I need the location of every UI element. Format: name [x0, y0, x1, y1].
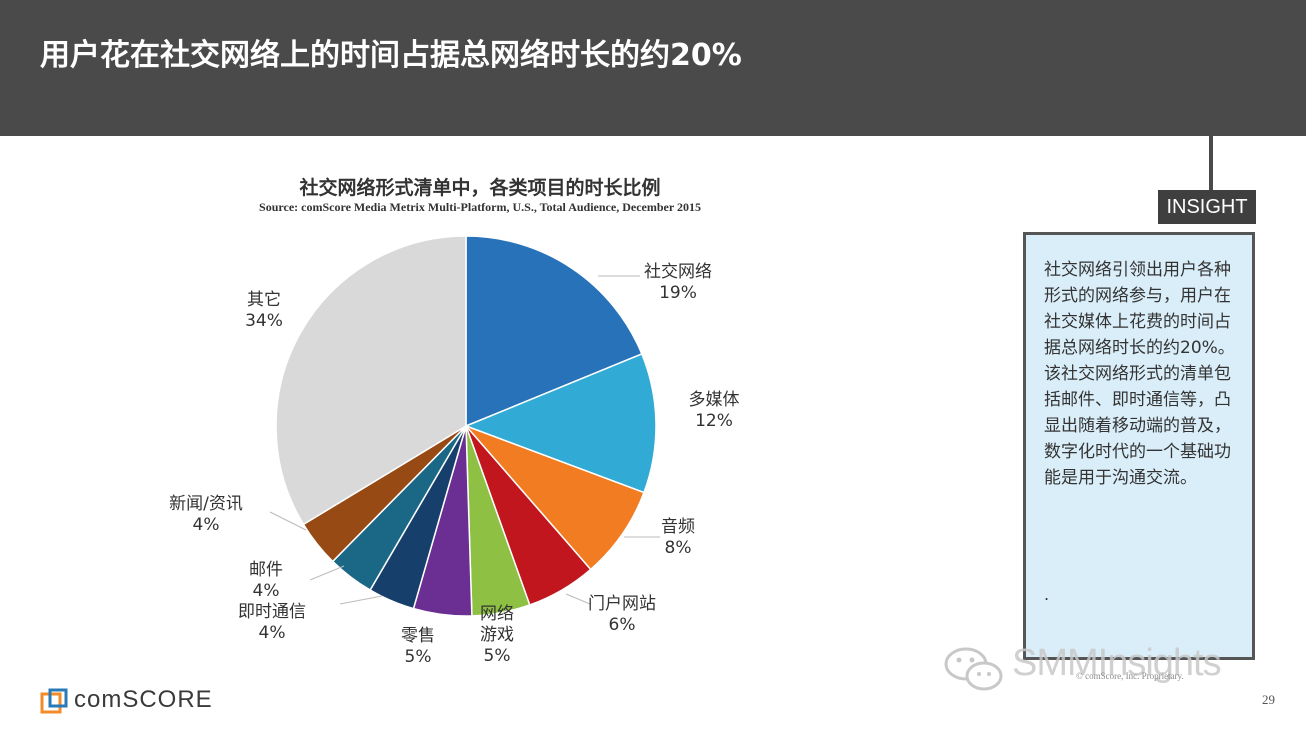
slice-label-6: 即时通信 4% [238, 602, 306, 644]
slice-name-1: 多媒体 [688, 390, 740, 410]
slice-label-1: 多媒体 12% [689, 390, 740, 432]
slice-name-0: 社交网络 [644, 262, 712, 282]
insight-dot: . [1044, 585, 1050, 604]
comscore-logo-text: comSCORE [74, 686, 213, 713]
pie-slice-9 [275, 235, 467, 526]
slice-label-0: 社交网络 19% [644, 262, 712, 304]
watermark: SMMInsights © comScore, Inc. Proprietary… [940, 640, 1270, 692]
slice-label-4: 网络 游戏 5% [480, 604, 514, 667]
leader-line-8 [269, 511, 307, 531]
slice-name-5: 零售 [401, 626, 435, 646]
slice-value-8: 4% [192, 515, 220, 535]
slice-label-3: 门户网站 6% [588, 594, 656, 636]
watermark-copyright: © comScore, Inc. Proprietary. [1076, 671, 1184, 681]
slice-label-7: 邮件 4% [249, 560, 283, 602]
leader-line-3 [565, 593, 591, 605]
pie-slice-1 [463, 352, 657, 494]
slice-name-3: 门户网站 [588, 594, 656, 614]
wechat-icon [944, 647, 1003, 691]
slice-name-2: 音频 [661, 517, 695, 537]
slice-value-2: 8% [664, 538, 692, 558]
slice-value-6: 4% [258, 623, 286, 643]
insight-connector-line [1209, 136, 1213, 196]
slice-label-5: 零售 5% [401, 626, 435, 668]
slice-value-9: 34% [245, 311, 283, 331]
pie-slice-0 [465, 235, 643, 428]
insight-text: 社交网络引领出用户各种形式的网络参与，用户在社交媒体上花费的时间占据总网络时长的… [1044, 260, 1235, 488]
slice-name-8: 新闻/资讯 [169, 494, 243, 514]
leader-line-6 [339, 595, 383, 605]
header-bar: 用户花在社交网络上的时间占据总网络时长的约20% [0, 0, 1306, 136]
insight-box: 社交网络引领出用户各种形式的网络参与，用户在社交媒体上花费的时间占据总网络时长的… [1023, 232, 1255, 660]
slice-label-2: 音频 8% [661, 517, 695, 559]
page-title: 用户花在社交网络上的时间占据总网络时长的约20% [40, 38, 742, 73]
leader-line-7 [309, 565, 345, 581]
insight-tag: INSIGHT [1158, 190, 1256, 224]
comscore-logo: comSCORE [40, 686, 240, 716]
chart-source: Source: comScore Media Metrix Multi-Plat… [259, 200, 701, 214]
slice-value-5: 5% [404, 647, 432, 667]
watermark-text: SMMInsights [1012, 642, 1222, 684]
slice-label-9: 其它 34% [245, 290, 283, 332]
slice-value-0: 19% [659, 283, 697, 303]
slice-name-9: 其它 [246, 290, 281, 310]
chart-title: 社交网络形式清单中，各类项目的时长比例 [299, 177, 661, 199]
slice-value-3: 6% [608, 615, 636, 635]
comscore-logo-icon [40, 688, 68, 714]
slice-value-1: 12% [695, 411, 733, 431]
slice-name-4: 网络 游戏 [480, 604, 514, 645]
slice-value-4: 5% [483, 646, 511, 666]
page-number: 29 [1262, 692, 1275, 707]
slice-label-8: 新闻/资讯 4% [169, 494, 243, 536]
pie-slice-2 [465, 425, 645, 571]
pie-chart [269, 235, 660, 617]
slice-name-7: 邮件 [249, 560, 283, 580]
slice-name-6: 即时通信 [238, 602, 306, 622]
slice-value-7: 4% [252, 581, 280, 601]
